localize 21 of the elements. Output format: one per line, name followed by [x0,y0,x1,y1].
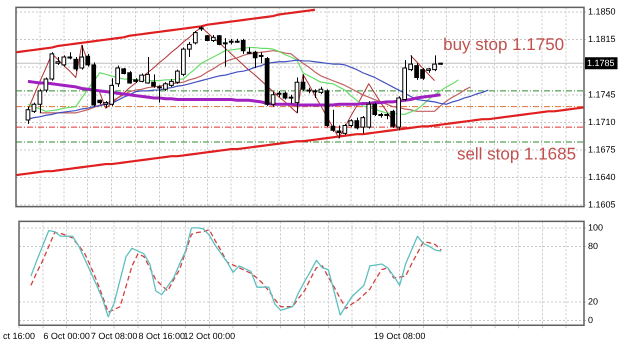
ref-line-label: 1.1785 [587,58,615,68]
y-tick-label: 1.1850 [588,6,616,17]
annotation: sell stop 1.1685 [456,144,576,164]
x-tick-label: 7 Oct 08:00 [90,331,138,342]
y-tick-label: 1.1815 [588,34,616,44]
y-tick-label: 0 [588,315,594,326]
y-tick-label: 1.1710 [588,116,616,127]
y-tick-label: 20 [588,296,598,307]
x-tick-label: 6 Oct 00:00 [43,331,90,342]
x-tick-label: 8 Oct 16:00 [138,331,186,342]
x-tick-label: 19 Oct 08:00 [374,331,426,342]
y-tick-label: 1.1675 [588,144,616,154]
y-tick-label: 100 [588,222,604,232]
candlestick [330,109,336,132]
annotation: buy stop 1.1750 [443,34,564,54]
y-tick-label: 1.1745 [588,89,616,100]
x-tick-label: 12 Oct 00:00 [184,331,236,342]
y-tick-label: 80 [588,240,598,251]
y-tick-label: 1.1605 [588,200,616,210]
y-tick-label: 1.1640 [588,172,616,182]
x-tick-label: ct 16:00 [2,331,36,342]
